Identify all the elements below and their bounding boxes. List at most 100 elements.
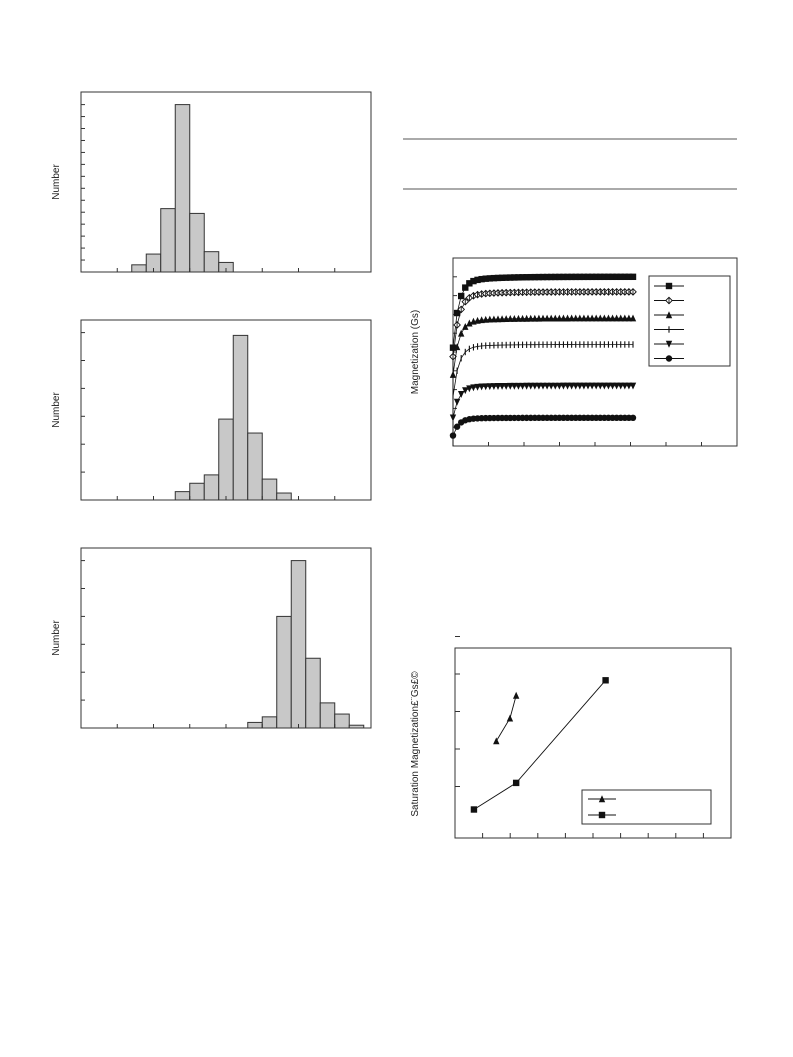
magnetization-point-2-26 <box>556 314 563 322</box>
magnetization-point-2-37 <box>601 314 608 322</box>
saturation-legend <box>588 795 616 819</box>
magnetization-point-2-35 <box>592 314 600 322</box>
magnetization-point-4-37 <box>601 382 608 390</box>
magnetization-point-0-30 <box>572 273 579 281</box>
magnetization-point-2-25 <box>552 314 559 322</box>
magnetization-series-line-3 <box>452 344 634 446</box>
magnetization-point-2-0 <box>449 370 457 378</box>
magnetization-point-0-20 <box>531 273 539 281</box>
magnetization-point-4-40 <box>613 382 620 390</box>
magnetization-point-2-16 <box>515 314 522 322</box>
magnetization-legend-marker-0 <box>665 282 673 290</box>
magnetization-series-4 <box>449 382 637 446</box>
magnetization-point-0-42 <box>621 273 629 281</box>
magnetization-point-2-22 <box>539 314 547 322</box>
magnetization-point-2-23 <box>543 314 551 322</box>
histogram-2-ticks <box>81 332 336 501</box>
magnetization-point-0-11 <box>494 274 502 282</box>
magnetization-point-0-21 <box>535 273 543 281</box>
magnetization-point-0-9 <box>486 275 494 282</box>
histogram-2-bar-5 <box>247 432 263 501</box>
magnetization-legend-box <box>648 275 731 367</box>
histogram-3-bar-2 <box>276 615 292 729</box>
magnetization-series-5 <box>449 414 637 446</box>
magnetization-point-4-5 <box>470 384 477 392</box>
magnetization-point-2-1 <box>453 343 461 351</box>
histogram-3-ticks <box>81 560 336 729</box>
magnetization-point-1-33 <box>584 288 592 296</box>
magnetization-point-0-44 <box>629 273 637 281</box>
magnetization-point-4-20 <box>531 382 539 390</box>
histogram-1-ylabel: Number <box>51 164 62 200</box>
magnetization-point-0-13 <box>502 274 510 281</box>
histogram-3-bar-5 <box>319 702 336 729</box>
magnetization-ylabel: Magnetization (Gs) <box>410 310 421 394</box>
magnetization-point-4-19 <box>527 382 534 390</box>
histogram-2-ylabel: Number <box>51 392 62 428</box>
magnetization-point-1-1 <box>453 321 461 329</box>
magnetization-point-1-44 <box>629 288 637 296</box>
magnetization-series-2 <box>449 314 637 446</box>
histogram-3-bars <box>247 560 365 729</box>
histogram-1-bar-0 <box>131 264 147 273</box>
magnetization-point-2-29 <box>568 314 575 322</box>
magnetization-point-0-5 <box>470 277 477 285</box>
magnetization-point-2-18 <box>523 314 530 322</box>
saturation-legend-marker-0 <box>598 795 606 803</box>
magnetization-point-2-13 <box>502 315 510 323</box>
histogram-3: Number <box>51 547 372 729</box>
magnetization-point-0-38 <box>605 273 612 281</box>
saturation-ylabel: Saturation Magnetization£¨Gs£© <box>410 671 421 817</box>
magnetization-point-2-43 <box>625 314 633 322</box>
histogram-3-bar-7 <box>348 724 365 729</box>
magnetization-point-0-36 <box>597 273 604 281</box>
magnetization-point-4-34 <box>588 382 596 390</box>
magnetization-point-4-21 <box>535 382 543 390</box>
magnetization-point-4-8 <box>482 383 489 391</box>
magnetization-point-4-11 <box>494 383 502 390</box>
histogram-3-bar-1 <box>261 716 278 729</box>
magnetization-point-4-30 <box>572 382 579 390</box>
magnetization-point-4-17 <box>519 382 526 390</box>
magnetization-point-4-31 <box>576 382 584 390</box>
magnetization-point-4-43 <box>625 382 633 390</box>
histogram-1-frame <box>80 91 372 273</box>
magnetization-point-0-14 <box>507 274 514 281</box>
magnetization-point-2-27 <box>560 314 567 322</box>
histogram-3-bar-0 <box>247 721 263 729</box>
magnetization-point-0-40 <box>613 273 620 281</box>
magnetization-point-2-34 <box>588 314 596 322</box>
magnetization-point-2-42 <box>621 314 629 322</box>
magnetization-point-4-10 <box>490 383 498 391</box>
magnetization-point-2-33 <box>584 314 592 322</box>
magnetization-point-0-35 <box>592 273 600 281</box>
magnetization-point-0-34 <box>588 273 596 281</box>
magnetization-point-4-44 <box>629 382 637 390</box>
magnetization-point-2-11 <box>494 315 502 323</box>
magnetization-point-5-1 <box>453 423 461 430</box>
magnetization-point-2-17 <box>519 314 526 322</box>
magnetization-point-4-15 <box>511 382 518 390</box>
magnetization-point-4-24 <box>547 382 555 390</box>
magnetization-point-2-24 <box>547 314 555 322</box>
magnetization-point-0-17 <box>519 274 526 281</box>
magnetization-point-0-41 <box>617 273 624 281</box>
magnetization-point-0-12 <box>498 274 506 281</box>
saturation-series-line-0 <box>495 695 517 742</box>
magnetization-point-0-1 <box>453 309 461 317</box>
histogram-2-bars <box>174 334 292 501</box>
magnetization-point-4-23 <box>543 382 551 390</box>
histogram-1-bar-2 <box>160 208 176 273</box>
histogram-2-bar-3 <box>218 418 234 501</box>
histogram-1-bar-3 <box>174 104 191 273</box>
magnetization-point-0-8 <box>482 275 489 282</box>
histogram-1-bars <box>131 104 234 273</box>
magnetization-point-4-6 <box>474 383 481 391</box>
magnetization-point-2-19 <box>527 314 534 322</box>
magnetization-point-4-7 <box>478 383 485 391</box>
magnetization-series-line-2 <box>452 317 634 446</box>
magnetization-point-2-38 <box>605 314 612 322</box>
magnetization-legend-marker-1 <box>665 296 673 305</box>
saturation-chart: Saturation Magnetization£¨Gs£© <box>410 636 732 839</box>
